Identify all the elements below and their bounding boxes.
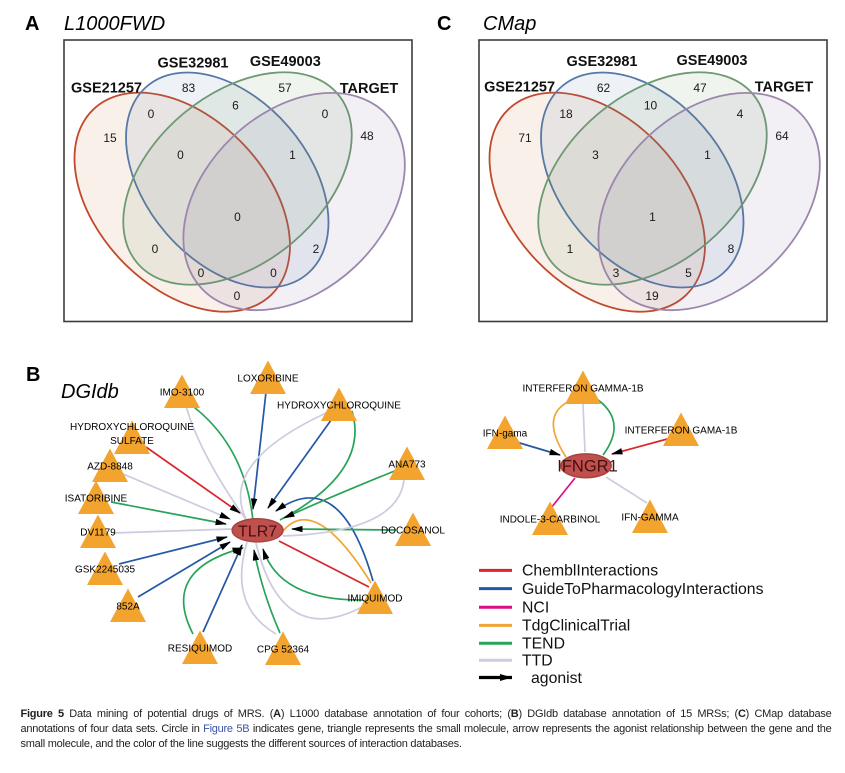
svg-text:0: 0	[148, 107, 155, 121]
svg-text:NCI: NCI	[522, 600, 549, 617]
svg-text:INTERFERON GAMA-1B: INTERFERON GAMA-1B	[625, 426, 738, 437]
svg-text:GSK2245035: GSK2245035	[75, 565, 135, 576]
svg-text:TdgClinicalTrial: TdgClinicalTrial	[522, 618, 630, 635]
svg-text:1: 1	[567, 242, 574, 256]
svg-text:RESIQUIMOD: RESIQUIMOD	[168, 644, 232, 655]
svg-text:2: 2	[313, 242, 320, 256]
svg-text:GSE49003: GSE49003	[677, 53, 748, 69]
svg-text:GSE32981: GSE32981	[158, 56, 229, 72]
svg-text:A: A	[25, 13, 39, 35]
svg-text:agonist: agonist	[531, 670, 583, 687]
svg-text:HYDROXYCHLOROQUINE: HYDROXYCHLOROQUINE	[70, 422, 194, 433]
svg-text:LOXORIBINE: LOXORIBINE	[237, 374, 298, 385]
svg-text:DV1179: DV1179	[80, 528, 116, 539]
svg-text:IFNGR1: IFNGR1	[557, 458, 618, 476]
svg-text:GSE49003: GSE49003	[250, 54, 321, 70]
svg-text:GuideToPharmacologyInteraction: GuideToPharmacologyInteractions	[522, 581, 764, 598]
svg-text:DOCOSANOL: DOCOSANOL	[381, 526, 445, 537]
svg-text:10: 10	[644, 99, 658, 113]
svg-text:CPG 52364: CPG 52364	[257, 645, 310, 656]
svg-text:SULFATE: SULFATE	[110, 436, 154, 447]
svg-text:4: 4	[737, 107, 744, 121]
svg-text:GSE21257: GSE21257	[484, 80, 555, 96]
svg-text:INTERFERON GAMMA-1B: INTERFERON GAMMA-1B	[522, 384, 643, 395]
svg-text:IMIQUIMOD: IMIQUIMOD	[348, 594, 403, 605]
svg-text:0: 0	[270, 266, 277, 280]
svg-text:83: 83	[182, 81, 196, 95]
svg-text:0: 0	[152, 242, 159, 256]
svg-text:INDOLE-3-CARBINOL: INDOLE-3-CARBINOL	[500, 515, 601, 526]
svg-text:3: 3	[592, 148, 599, 162]
svg-text:1: 1	[289, 148, 296, 162]
svg-text:IFN-gama: IFN-gama	[483, 429, 528, 440]
svg-text:3: 3	[613, 266, 620, 280]
svg-text:62: 62	[597, 81, 611, 95]
svg-text:0: 0	[322, 107, 329, 121]
svg-text:19: 19	[645, 289, 659, 303]
svg-text:18: 18	[559, 107, 573, 121]
svg-text:IFN-GAMMA: IFN-GAMMA	[621, 513, 679, 524]
svg-text:0: 0	[177, 148, 184, 162]
svg-text:ANA773: ANA773	[388, 460, 426, 471]
svg-text:HYDROXYCHLOROQUINE: HYDROXYCHLOROQUINE	[277, 401, 401, 412]
svg-text:6: 6	[232, 99, 239, 113]
svg-text:57: 57	[278, 81, 292, 95]
svg-text:L1000FWD: L1000FWD	[64, 13, 165, 35]
svg-text:GSE21257: GSE21257	[71, 81, 142, 97]
svg-text:DGIdb: DGIdb	[61, 381, 119, 403]
svg-text:IMO-3100: IMO-3100	[160, 388, 205, 399]
svg-text:852A: 852A	[116, 602, 140, 613]
svg-text:ChemblInteractions: ChemblInteractions	[522, 563, 658, 580]
svg-text:TARGET: TARGET	[340, 81, 399, 97]
svg-text:C: C	[437, 13, 451, 35]
svg-text:AZD-8848: AZD-8848	[87, 462, 133, 473]
svg-text:0: 0	[234, 210, 241, 224]
svg-text:B: B	[26, 364, 40, 386]
svg-text:1: 1	[649, 210, 656, 224]
svg-text:0: 0	[198, 266, 205, 280]
svg-text:47: 47	[693, 81, 707, 95]
svg-text:1: 1	[704, 148, 711, 162]
svg-text:5: 5	[685, 266, 692, 280]
svg-text:CMap: CMap	[483, 13, 536, 35]
svg-text:48: 48	[360, 129, 374, 143]
svg-text:GSE32981: GSE32981	[567, 54, 638, 70]
svg-text:ISATORIBINE: ISATORIBINE	[65, 494, 128, 505]
svg-text:8: 8	[728, 242, 735, 256]
svg-text:TEND: TEND	[522, 636, 565, 653]
svg-text:71: 71	[518, 131, 532, 145]
svg-text:0: 0	[234, 289, 241, 303]
svg-text:TTD: TTD	[522, 653, 553, 670]
svg-text:TARGET: TARGET	[755, 80, 814, 96]
svg-text:64: 64	[775, 129, 789, 143]
svg-text:TLR7: TLR7	[238, 524, 277, 541]
svg-text:15: 15	[103, 131, 117, 145]
